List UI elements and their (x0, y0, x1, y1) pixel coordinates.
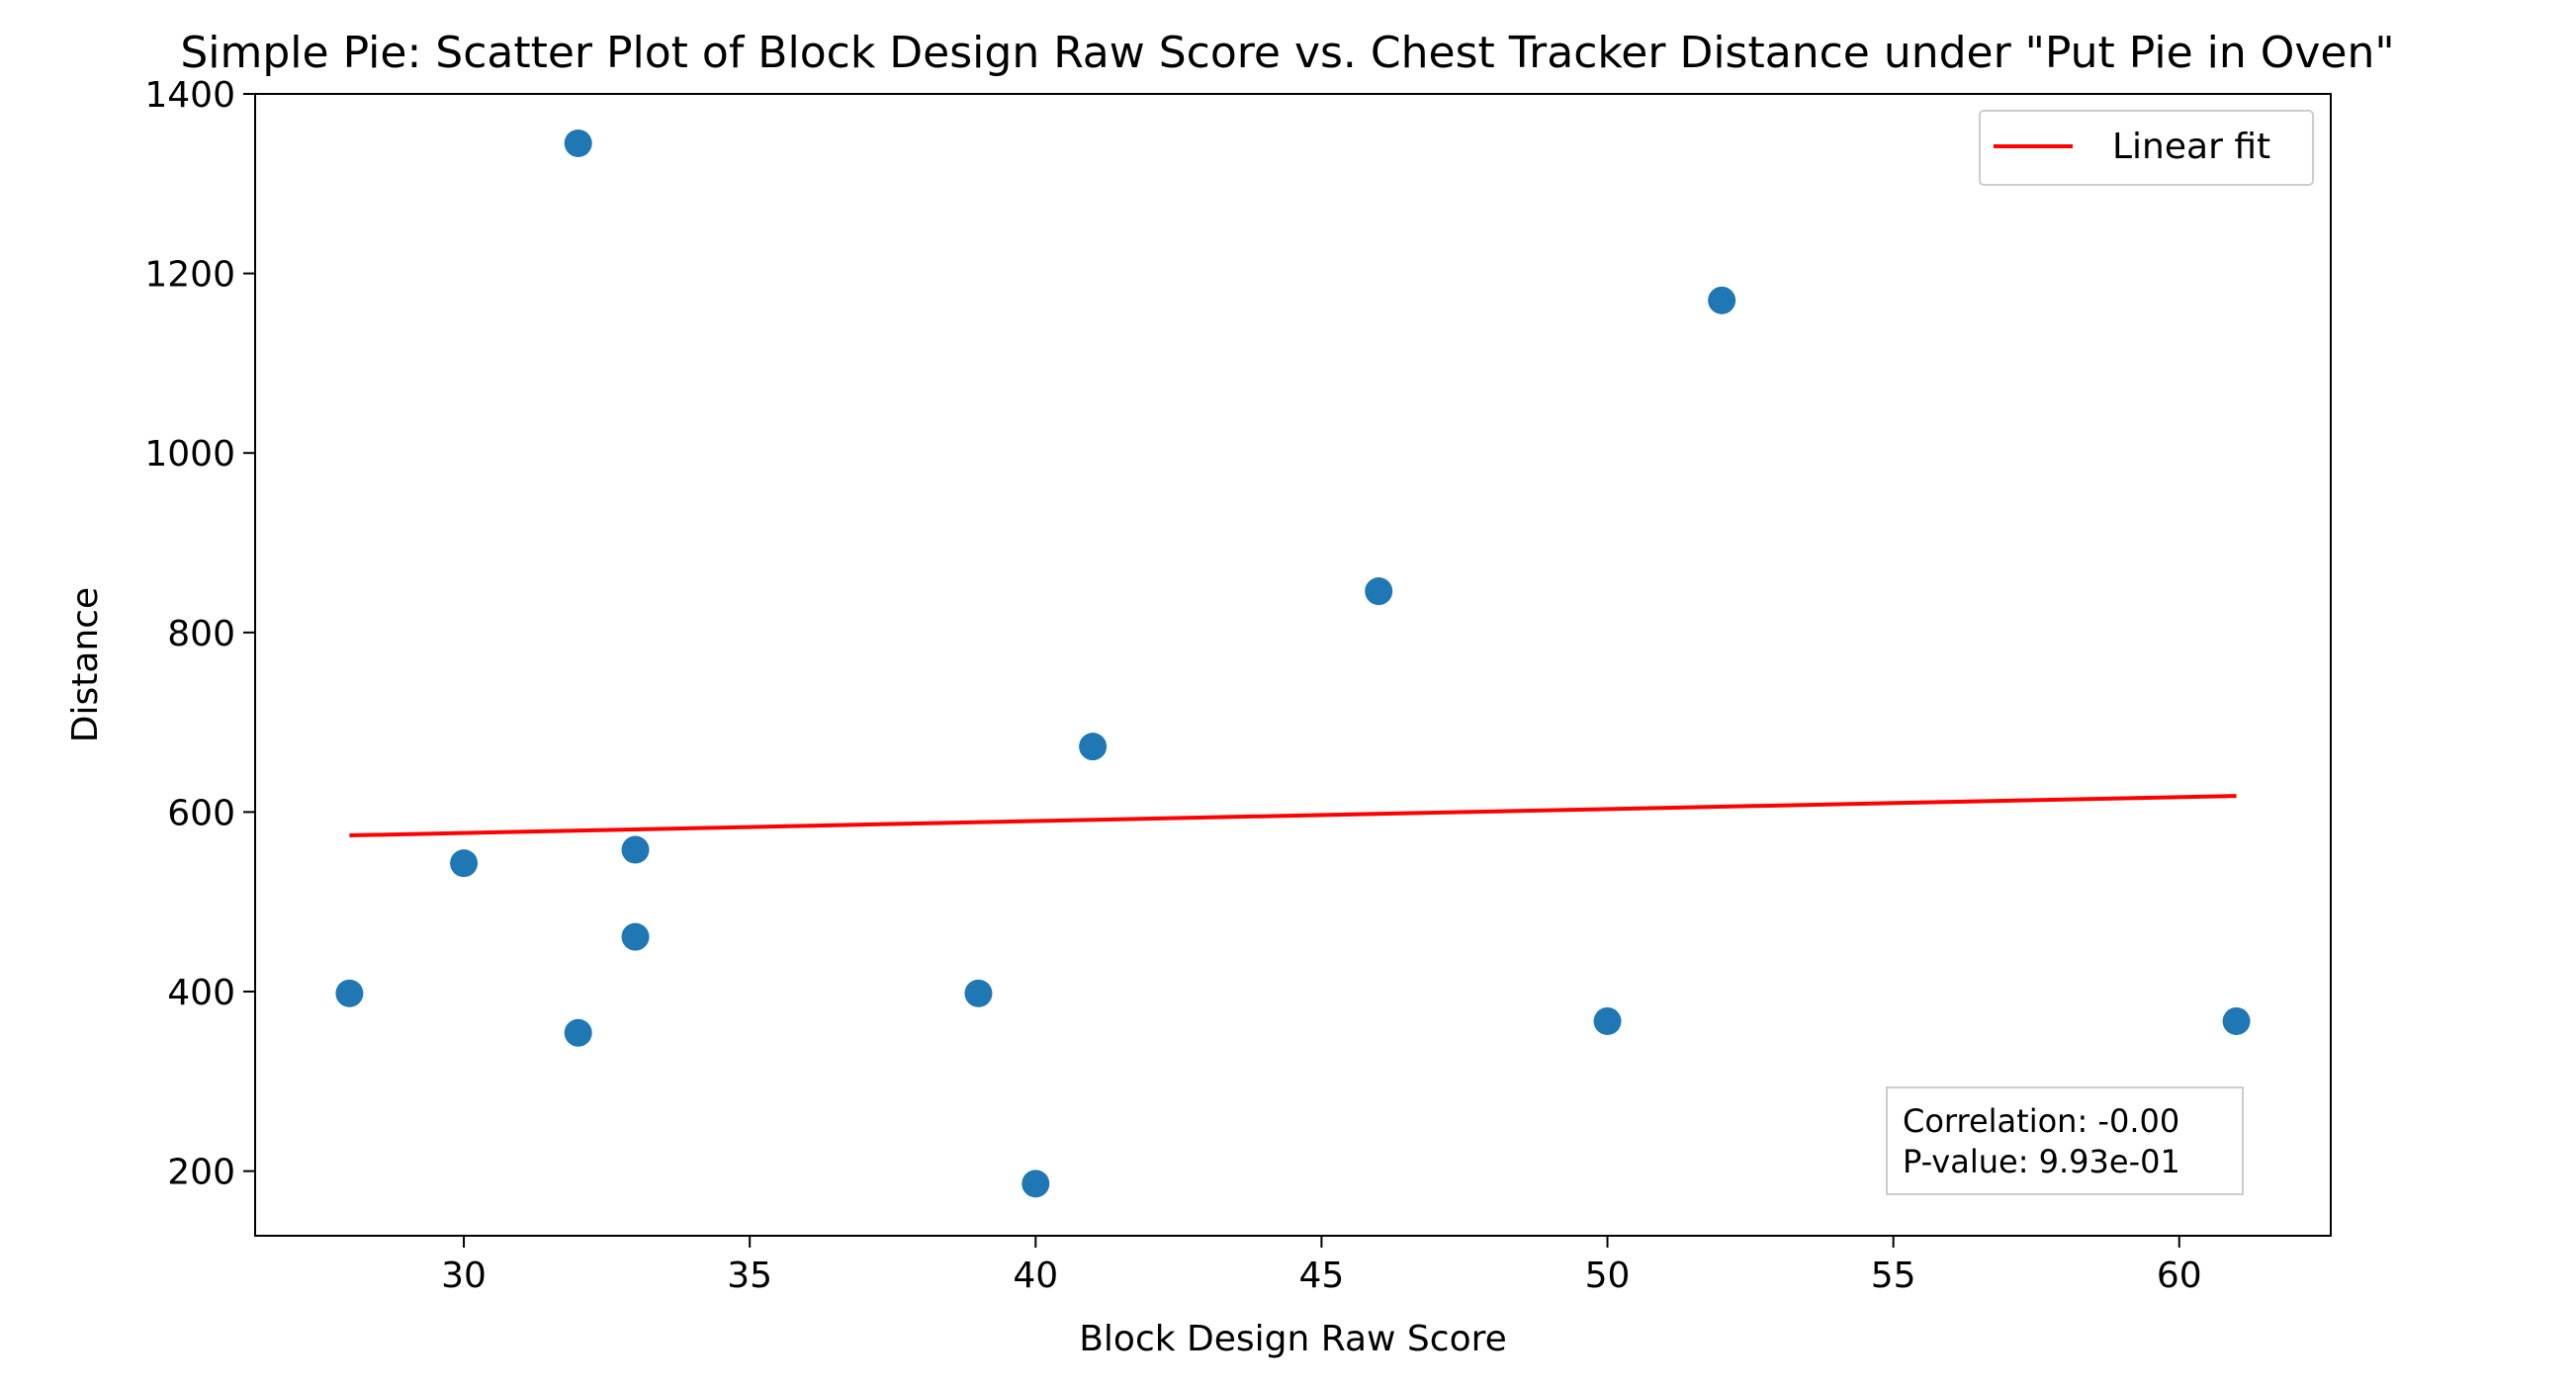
data-point (335, 980, 363, 1007)
linear-fit-line (349, 796, 2236, 835)
data-point (622, 836, 650, 864)
data-point (450, 849, 478, 877)
y-tick-label: 1200 (144, 255, 235, 296)
correlation-text: Correlation: -0.00 (1903, 1102, 2179, 1140)
y-tick-label: 600 (167, 793, 235, 833)
x-tick-label: 60 (2157, 1256, 2202, 1296)
data-point (2223, 1007, 2251, 1035)
y-tick-label: 1400 (144, 75, 235, 116)
data-point (1708, 287, 1735, 314)
y-tick-label: 200 (167, 1153, 235, 1193)
legend: Linear fit (1980, 111, 2313, 185)
y-axis-ticks: 200 400 600 800 1000 1200 1400 (144, 75, 255, 1193)
data-point (565, 130, 592, 157)
y-axis-label: Distance (65, 587, 106, 742)
data-point (1022, 1170, 1049, 1197)
plot-area (255, 94, 2331, 1236)
data-point (1079, 733, 1107, 760)
data-point (622, 923, 650, 951)
x-tick-label: 55 (1871, 1256, 1916, 1296)
data-point (1365, 577, 1392, 605)
x-tick-label: 30 (441, 1256, 487, 1296)
data-points (335, 130, 2250, 1197)
data-point (1594, 1007, 1622, 1035)
p-value-text: P-value: 9.93e-01 (1903, 1143, 2180, 1180)
x-axis-ticks: 30 35 40 45 50 55 60 (441, 1236, 2202, 1296)
y-tick-label: 400 (167, 973, 235, 1013)
x-tick-label: 35 (727, 1256, 772, 1296)
x-tick-label: 50 (1585, 1256, 1631, 1296)
legend-label-linear-fit: Linear fit (2112, 127, 2270, 167)
y-tick-label: 1000 (144, 434, 235, 475)
x-axis-label: Block Design Raw Score (1079, 1319, 1507, 1359)
x-tick-label: 45 (1299, 1256, 1345, 1296)
x-tick-label: 40 (1013, 1256, 1058, 1296)
data-point (964, 980, 992, 1007)
stats-box: Correlation: -0.00 P-value: 9.93e-01 (1887, 1087, 2243, 1194)
chart-title: Simple Pie: Scatter Plot of Block Design… (180, 28, 2394, 78)
y-tick-label: 800 (167, 614, 235, 654)
data-point (565, 1019, 592, 1047)
